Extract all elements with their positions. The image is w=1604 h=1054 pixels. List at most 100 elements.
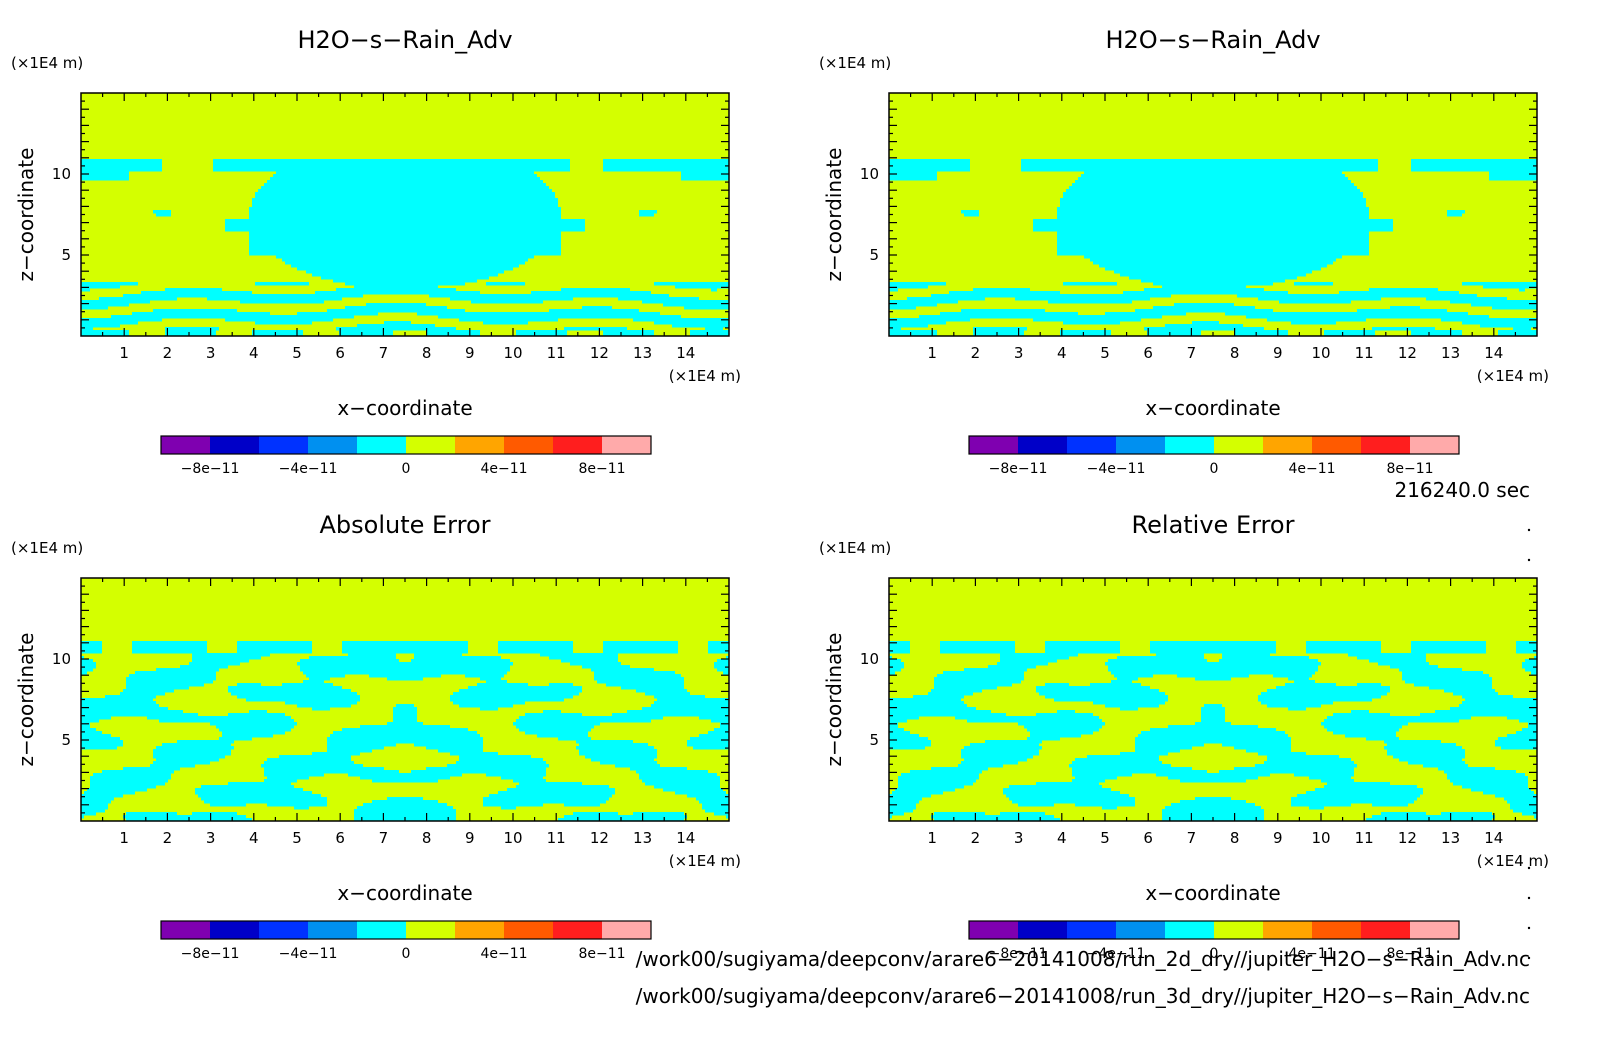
field-cell: [1129, 276, 1297, 280]
field-cell: [1405, 680, 1492, 684]
field-cell: [102, 770, 174, 774]
field-cell: [81, 333, 129, 337]
field-cell: [1063, 192, 1363, 196]
field-cell: [300, 659, 399, 663]
field-cell: [231, 692, 357, 696]
x-tick-label: 10: [503, 829, 522, 847]
field-cell: [1072, 770, 1207, 774]
field-cell: [937, 674, 1024, 678]
field-cell: [477, 683, 528, 687]
field-cell: [967, 719, 1102, 723]
field-cell: [1060, 201, 1366, 205]
field-cell: [1513, 809, 1537, 813]
y-tick-label: 10: [52, 650, 71, 668]
field-background: [81, 578, 729, 821]
field-cell: [1063, 282, 1117, 286]
field-cell: [1369, 659, 1426, 663]
field-cell: [210, 722, 297, 726]
field-cell: [315, 291, 480, 295]
field-cell: [1447, 210, 1465, 214]
colorbar-segment: [1018, 436, 1067, 454]
field-cell: [1285, 683, 1336, 687]
x-axis-label: x−coordinate: [337, 881, 472, 905]
field-cell: [1489, 171, 1537, 175]
field-cell: [372, 779, 438, 783]
field-cell: [1057, 246, 1369, 250]
field-cell: [633, 812, 684, 816]
field-cell: [889, 656, 892, 660]
field-cell: [591, 758, 654, 762]
field-cell: [1201, 713, 1225, 717]
field-cell: [690, 333, 729, 337]
x-tick-label: 1: [927, 344, 937, 362]
field-cell: [1033, 225, 1393, 229]
field-cell: [973, 327, 1027, 331]
field-cell: [1147, 333, 1201, 337]
field-cell: [111, 315, 354, 319]
field-cell: [459, 755, 531, 759]
field-cell: [1156, 653, 1204, 657]
field-cell: [81, 330, 129, 334]
field-cell: [889, 330, 937, 334]
colorbar-segment: [259, 436, 308, 454]
field-cell: [237, 644, 312, 648]
field-cell: [1144, 288, 1264, 292]
field-cell: [342, 647, 468, 651]
field-cell: [153, 749, 231, 753]
field-cell: [1372, 327, 1435, 331]
field-cell: [717, 668, 729, 672]
field-cell: [1201, 716, 1225, 720]
field-cell: [1141, 279, 1285, 283]
field-cell: [1495, 794, 1537, 798]
field-cell: [889, 327, 901, 331]
y-tick-label: 5: [869, 246, 879, 264]
field-cell: [1117, 677, 1138, 681]
field-cell: [1090, 258, 1336, 262]
field-cell: [195, 791, 312, 795]
field-cell: [1153, 306, 1255, 310]
field-cell: [90, 779, 168, 783]
field-cell: [919, 315, 1162, 319]
field-cell: [1357, 309, 1447, 313]
field-cell: [192, 659, 249, 663]
field-cell: [282, 258, 528, 262]
colorbar-tick-label: 0: [1210, 461, 1219, 477]
field-cell: [438, 749, 483, 753]
field-cell: [1408, 761, 1465, 765]
field-cell: [618, 297, 699, 301]
field-cell: [702, 806, 729, 810]
field-cell: [1348, 653, 1426, 657]
colorbar: −8e−11 −4e−11 0 4e−11 8e−11: [160, 435, 652, 477]
field-cell: [369, 674, 441, 678]
field-cell: [889, 321, 946, 325]
field-cell: [135, 671, 216, 675]
field-cell: [345, 306, 447, 310]
colorbar-segment: [1214, 436, 1263, 454]
x-tick-label: 5: [292, 344, 302, 362]
field-cell: [564, 327, 627, 331]
field-cell: [889, 665, 904, 669]
field-cell: [708, 647, 729, 651]
margin-dot: [1527, 956, 1531, 960]
field-cell: [654, 695, 705, 699]
field-cell: [249, 210, 561, 214]
field-cell: [964, 746, 1042, 750]
field-cell: [1324, 725, 1402, 729]
field-cell: [327, 309, 465, 313]
field-cell: [1450, 779, 1528, 783]
field-cell: [498, 644, 573, 648]
field-cell: [1402, 674, 1489, 678]
field-cell: [348, 773, 462, 777]
x-unit-label: (×1E4 m): [669, 367, 741, 385]
colorbar-tick-label: −4e−11: [279, 946, 338, 962]
field-cell: [252, 333, 303, 337]
field-cell: [1003, 791, 1120, 795]
field-cell: [907, 297, 985, 301]
field-cell: [153, 755, 225, 759]
x-tick-label: 3: [206, 344, 216, 362]
field-cell: [934, 677, 1024, 681]
field-cell: [1060, 333, 1111, 337]
field-cell: [228, 686, 342, 690]
field-cell: [1057, 240, 1369, 244]
field-cell: [549, 309, 639, 313]
